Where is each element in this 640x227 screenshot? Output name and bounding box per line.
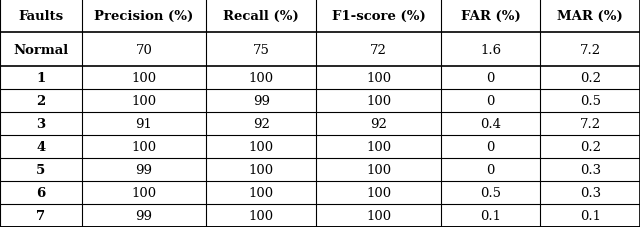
Text: MAR (%): MAR (%)	[557, 10, 623, 23]
Text: Faults: Faults	[19, 10, 63, 23]
Text: 92: 92	[370, 117, 387, 130]
Text: 0: 0	[486, 94, 495, 107]
Text: 6: 6	[36, 186, 45, 199]
Text: 0: 0	[486, 140, 495, 153]
Text: 100: 100	[366, 186, 391, 199]
Text: 0.3: 0.3	[580, 186, 601, 199]
Text: 3: 3	[36, 117, 45, 130]
Text: 0.2: 0.2	[580, 140, 601, 153]
Text: 100: 100	[249, 209, 274, 222]
Text: 100: 100	[249, 186, 274, 199]
Text: 70: 70	[136, 43, 152, 56]
Text: 2: 2	[36, 94, 45, 107]
Text: 100: 100	[131, 94, 157, 107]
Text: 0.2: 0.2	[580, 72, 601, 84]
Text: 99: 99	[136, 163, 152, 176]
Text: 100: 100	[366, 209, 391, 222]
Text: 75: 75	[253, 43, 270, 56]
Text: 0.5: 0.5	[580, 94, 601, 107]
Text: 100: 100	[249, 72, 274, 84]
Text: 100: 100	[249, 163, 274, 176]
Text: 7: 7	[36, 209, 45, 222]
Text: Recall (%): Recall (%)	[223, 10, 300, 23]
Text: 0.1: 0.1	[480, 209, 501, 222]
Text: Normal: Normal	[13, 43, 68, 56]
Text: 7.2: 7.2	[580, 43, 601, 56]
Text: 0.5: 0.5	[480, 186, 501, 199]
Text: 99: 99	[253, 94, 270, 107]
Text: 91: 91	[136, 117, 152, 130]
Text: 100: 100	[131, 140, 157, 153]
Text: 5: 5	[36, 163, 45, 176]
Text: 92: 92	[253, 117, 270, 130]
Text: 100: 100	[366, 140, 391, 153]
Text: 100: 100	[131, 72, 157, 84]
Text: 100: 100	[366, 72, 391, 84]
Text: 72: 72	[370, 43, 387, 56]
Text: 7.2: 7.2	[580, 117, 601, 130]
Text: 0.3: 0.3	[580, 163, 601, 176]
Text: 100: 100	[131, 186, 157, 199]
Text: 0: 0	[486, 72, 495, 84]
Text: 100: 100	[249, 140, 274, 153]
Text: 0.4: 0.4	[480, 117, 501, 130]
Text: 0.1: 0.1	[580, 209, 601, 222]
Text: 100: 100	[366, 163, 391, 176]
Text: 0: 0	[486, 163, 495, 176]
Text: 1: 1	[36, 72, 45, 84]
Text: FAR (%): FAR (%)	[461, 10, 520, 23]
Text: Precision (%): Precision (%)	[94, 10, 194, 23]
Text: 100: 100	[366, 94, 391, 107]
Text: F1-score (%): F1-score (%)	[332, 10, 426, 23]
Text: 1.6: 1.6	[480, 43, 501, 56]
Text: 99: 99	[136, 209, 152, 222]
Text: 4: 4	[36, 140, 45, 153]
